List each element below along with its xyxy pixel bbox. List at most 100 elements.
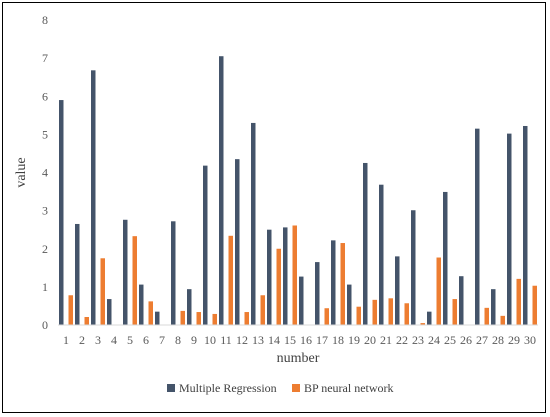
legend-swatch bbox=[292, 384, 300, 392]
x-tick-label: 1 bbox=[63, 333, 69, 347]
x-tick-label: 17 bbox=[316, 333, 328, 347]
bar-multiple-regression-4 bbox=[107, 299, 112, 325]
x-tick-label: 6 bbox=[143, 333, 149, 347]
bar-bp-neural-network-29 bbox=[516, 278, 521, 325]
x-tick-label: 21 bbox=[380, 333, 392, 347]
x-tick-label: 27 bbox=[476, 333, 488, 347]
bar-multiple-regression-15 bbox=[283, 227, 288, 325]
bar-multiple-regression-10 bbox=[203, 165, 208, 325]
bar-bp-neural-network-22 bbox=[404, 303, 409, 325]
x-tick-label: 4 bbox=[111, 333, 117, 347]
bar-multiple-regression-30 bbox=[523, 125, 528, 325]
x-tick-label: 23 bbox=[412, 333, 424, 347]
bar-multiple-regression-12 bbox=[235, 159, 240, 325]
bar-bp-neural-network-2 bbox=[84, 316, 89, 325]
bar-bp-neural-network-14 bbox=[276, 248, 281, 325]
bar-multiple-regression-9 bbox=[187, 289, 192, 325]
bar-multiple-regression-17 bbox=[315, 262, 320, 325]
legend-swatch bbox=[167, 384, 175, 392]
bar-bp-neural-network-1 bbox=[68, 295, 73, 325]
bar-bp-neural-network-18 bbox=[340, 243, 345, 325]
x-tick-label: 9 bbox=[191, 333, 197, 347]
bar-bp-neural-network-17 bbox=[324, 308, 329, 325]
bar-multiple-regression-28 bbox=[491, 289, 496, 325]
bar-multiple-regression-21 bbox=[379, 184, 384, 325]
legend: Multiple Regression BP neural network bbox=[167, 381, 394, 395]
x-tick-label: 20 bbox=[364, 333, 376, 347]
x-tick-label: 7 bbox=[159, 333, 165, 347]
x-tick-label: 5 bbox=[127, 333, 133, 347]
bar-multiple-regression-19 bbox=[347, 284, 352, 325]
bar-bp-neural-network-3 bbox=[100, 258, 105, 325]
bar-multiple-regression-16 bbox=[299, 276, 304, 325]
bar-multiple-regression-25 bbox=[443, 191, 448, 325]
y-tick-label: 5 bbox=[42, 127, 48, 141]
bar-bp-neural-network-20 bbox=[372, 299, 377, 325]
x-tick-label: 3 bbox=[95, 333, 101, 347]
x-tick-label: 13 bbox=[252, 333, 264, 347]
x-tick-label: 29 bbox=[508, 333, 520, 347]
bar-bp-neural-network-8 bbox=[180, 310, 185, 325]
x-axis-ticks: 1 2 3 4 5 6 7 8 9 10 11 12 13 14 15 16 17 18 19 20 21 22 23 24 2… bbox=[63, 333, 536, 347]
x-tick-label: 2 bbox=[79, 333, 85, 347]
bar-multiple-regression-5 bbox=[123, 219, 128, 325]
bars bbox=[59, 56, 537, 325]
bar-bp-neural-network-24 bbox=[436, 257, 441, 325]
bar-multiple-regression-27 bbox=[475, 128, 480, 325]
x-tick-label: 12 bbox=[236, 333, 248, 347]
y-axis-title: value bbox=[14, 157, 29, 187]
bar-multiple-regression-26 bbox=[459, 276, 464, 325]
bar-multiple-regression-23 bbox=[411, 210, 416, 325]
x-tick-label: 10 bbox=[204, 333, 216, 347]
x-tick-label: 11 bbox=[220, 333, 232, 347]
legend-label: Multiple Regression bbox=[179, 381, 277, 395]
x-tick-label: 16 bbox=[300, 333, 312, 347]
bar-multiple-regression-14 bbox=[267, 229, 272, 325]
x-tick-label: 24 bbox=[428, 333, 440, 347]
bar-multiple-regression-2 bbox=[75, 223, 80, 325]
x-tick-label: 19 bbox=[348, 333, 360, 347]
x-tick-label: 26 bbox=[460, 333, 472, 347]
bar-multiple-regression-7 bbox=[155, 311, 160, 325]
bar-multiple-regression-13 bbox=[251, 122, 256, 325]
y-tick-label: 8 bbox=[42, 13, 48, 27]
y-tick-label: 2 bbox=[42, 242, 48, 256]
bar-multiple-regression-8 bbox=[171, 221, 176, 325]
bar-bp-neural-network-10 bbox=[212, 313, 217, 325]
bar-bp-neural-network-11 bbox=[228, 235, 233, 325]
bar-bp-neural-network-25 bbox=[452, 299, 457, 325]
bar-bp-neural-network-6 bbox=[148, 301, 153, 325]
x-axis-title: number bbox=[277, 351, 320, 366]
bar-multiple-regression-3 bbox=[91, 70, 96, 325]
bar-multiple-regression-20 bbox=[363, 162, 368, 325]
bar-bp-neural-network-30 bbox=[532, 285, 537, 325]
x-tick-label: 8 bbox=[175, 333, 181, 347]
bar-bp-neural-network-12 bbox=[244, 312, 249, 325]
bar-bp-neural-network-15 bbox=[292, 225, 297, 325]
y-tick-label: 3 bbox=[42, 204, 48, 218]
bar-multiple-regression-22 bbox=[395, 256, 400, 325]
bar-bp-neural-network-13 bbox=[260, 295, 265, 325]
bar-multiple-regression-6 bbox=[139, 284, 144, 325]
x-tick-label: 22 bbox=[396, 333, 408, 347]
bar-multiple-regression-24 bbox=[427, 311, 432, 325]
y-tick-label: 7 bbox=[42, 51, 48, 65]
bar-multiple-regression-11 bbox=[219, 56, 224, 325]
y-tick-label: 6 bbox=[42, 89, 48, 103]
bar-multiple-regression-1 bbox=[59, 100, 64, 325]
x-tick-label: 28 bbox=[492, 333, 504, 347]
x-tick-label: 15 bbox=[284, 333, 296, 347]
y-axis-ticks: 0 1 2 3 4 5 6 7 8 bbox=[42, 13, 48, 332]
y-tick-label: 4 bbox=[42, 166, 48, 180]
bar-multiple-regression-29 bbox=[507, 133, 512, 325]
x-tick-label: 14 bbox=[268, 333, 280, 347]
y-tick-label: 0 bbox=[42, 318, 48, 332]
bar-bp-neural-network-21 bbox=[388, 298, 393, 325]
x-tick-label: 25 bbox=[444, 333, 456, 347]
legend-label: BP neural network bbox=[304, 381, 394, 395]
y-tick-label: 1 bbox=[42, 280, 48, 294]
bar-bp-neural-network-28 bbox=[500, 315, 505, 325]
bar-bp-neural-network-19 bbox=[356, 306, 361, 325]
